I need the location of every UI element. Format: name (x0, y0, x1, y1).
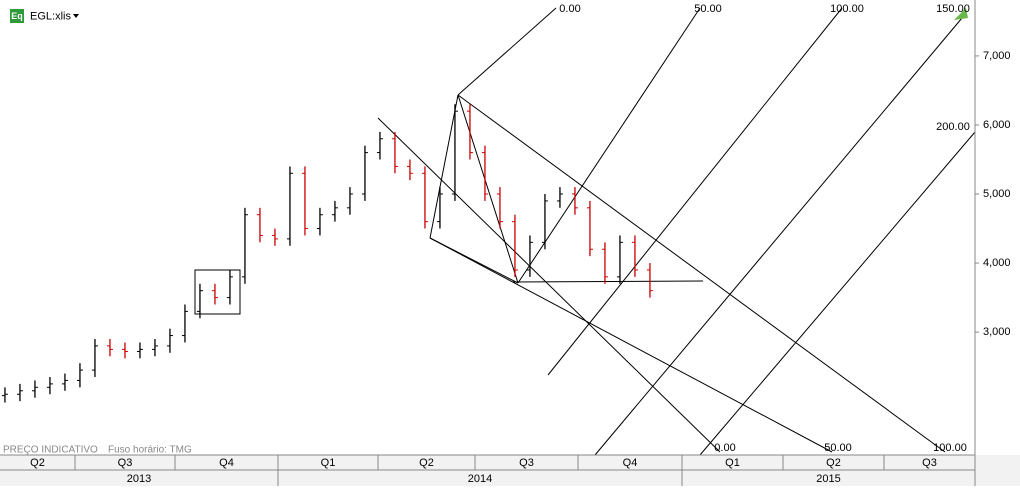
y-tick-label: 5,000 (983, 188, 1011, 200)
dropdown-arrow[interactable] (73, 14, 79, 18)
y-tick-label: 3,000 (983, 326, 1011, 338)
quarter-label: Q2 (30, 457, 45, 469)
y-tick-label: 4,000 (983, 257, 1011, 269)
quarter-label: Q4 (623, 457, 638, 469)
year-label: 2013 (127, 473, 151, 485)
fan-lines (194, 7, 976, 456)
quarter-label: Q3 (922, 457, 937, 469)
fan-label: 100.00 (830, 3, 864, 15)
quarter-label: Q2 (826, 457, 841, 469)
corner-icon[interactable] (954, 8, 968, 20)
quarter-label: Q1 (321, 457, 336, 469)
symbol-title[interactable]: EGL:xlis (30, 10, 71, 22)
footnote: PREÇO INDICATIVO (3, 445, 98, 456)
quarter-label: Q1 (725, 457, 740, 469)
quarter-label: Q3 (519, 457, 534, 469)
fan-label: 0.00 (714, 442, 735, 454)
quarter-label: Q4 (219, 457, 234, 469)
fan-label: 50.00 (694, 3, 722, 15)
year-label: 2014 (468, 473, 492, 485)
timezone-note: Fuso horário: TMG (108, 445, 192, 456)
fan-label: 0.00 (559, 3, 580, 15)
fan-label: 100.00 (933, 442, 967, 454)
quarter-label: Q3 (118, 457, 133, 469)
fan-label: 150.00 (936, 3, 970, 15)
quarter-label: Q2 (419, 457, 434, 469)
y-tick-label: 6,000 (983, 119, 1011, 131)
year-label: 2015 (816, 473, 840, 485)
symbol-icon (10, 9, 24, 23)
symbol-icon-text: Eq (11, 11, 23, 21)
fan-label: 50.00 (824, 442, 852, 454)
fan-label: 200.00 (936, 121, 970, 133)
y-tick-label: 7,000 (983, 50, 1011, 62)
